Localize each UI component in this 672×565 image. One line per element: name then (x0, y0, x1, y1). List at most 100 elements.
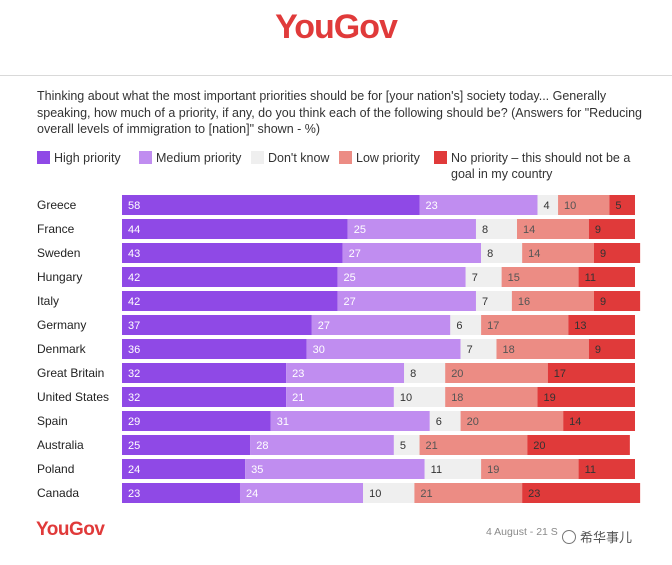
bar-australia-low (419, 435, 528, 455)
data-label-italy-none: 9 (600, 296, 606, 308)
bar-france-low (517, 219, 589, 239)
bar-australia-none (527, 435, 630, 455)
bar-greece-high (122, 195, 420, 215)
legend-swatch-no-priority (434, 151, 447, 164)
data-label-great-britain-low: 20 (451, 368, 463, 380)
data-label-germany-high: 37 (128, 320, 140, 332)
bar-united-states-high (122, 387, 287, 407)
legend-item-low: Low priority (339, 150, 420, 166)
bar-sweden-none (593, 243, 641, 263)
bar-canada-high (122, 483, 240, 503)
country-label-australia: Australia (37, 438, 84, 452)
data-label-france-dont-know: 8 (482, 224, 488, 236)
data-label-italy-medium: 27 (343, 296, 355, 308)
legend-swatch-low (339, 151, 352, 164)
data-label-australia-high: 25 (128, 440, 140, 452)
data-label-canada-low: 21 (420, 488, 432, 500)
bar-spain-medium (270, 411, 430, 431)
bar-italy-medium (337, 291, 476, 311)
legend-swatch-high (37, 151, 50, 164)
bar-italy-none (593, 291, 641, 311)
data-label-united-states-low: 18 (451, 392, 463, 404)
data-label-france-low: 14 (523, 224, 535, 236)
yougov-logo: YouGov (275, 8, 398, 46)
bar-greece-none (609, 195, 635, 215)
yougov-footer-logo: YouGov (36, 519, 105, 540)
data-label-spain-high: 29 (128, 416, 140, 428)
data-label-italy-high: 42 (128, 296, 140, 308)
data-label-poland-dont-know: 11 (431, 464, 442, 476)
data-label-sweden-dont-know: 8 (487, 248, 493, 260)
bar-poland-medium (245, 459, 425, 479)
country-label-greece: Greece (37, 198, 77, 212)
legend-label-medium: Medium priority (156, 151, 242, 165)
data-label-canada-high: 23 (128, 488, 140, 500)
data-label-united-states-high: 32 (128, 392, 140, 404)
bar-poland-high (122, 459, 246, 479)
bar-hungary-none (578, 267, 635, 287)
data-label-greece-low: 10 (564, 200, 576, 212)
data-label-france-none: 9 (595, 224, 601, 236)
bar-italy-high (122, 291, 338, 311)
data-label-germany-medium: 27 (318, 320, 330, 332)
legend-label-dont-know: Don't know (268, 151, 330, 165)
bar-canada-none (522, 483, 641, 503)
data-label-great-britain-medium: 23 (292, 368, 304, 380)
data-label-great-britain-high: 32 (128, 368, 140, 380)
bar-united-states-none (537, 387, 635, 407)
bar-spain-low (460, 411, 564, 431)
data-label-sweden-none: 9 (600, 248, 606, 260)
data-label-denmark-medium: 30 (313, 344, 325, 356)
bar-france-medium (347, 219, 476, 239)
bar-great-britain-medium (286, 363, 405, 383)
bar-sweden-medium (342, 243, 482, 263)
data-label-italy-dont-know: 7 (482, 296, 488, 308)
country-label-germany: Germany (37, 318, 86, 332)
bar-germany-medium (311, 315, 451, 335)
bar-spain-high (122, 411, 271, 431)
data-label-denmark-dont-know: 7 (467, 344, 473, 356)
bar-hungary-dont-know (465, 267, 502, 287)
bar-hungary-medium (337, 267, 466, 287)
header-divider (0, 75, 672, 76)
data-label-germany-none: 13 (574, 320, 586, 332)
data-label-sweden-high: 43 (128, 248, 140, 260)
data-label-denmark-low: 18 (502, 344, 514, 356)
bar-great-britain-low (445, 363, 548, 383)
legend-label-high: High priority (54, 151, 121, 165)
data-label-denmark-high: 36 (128, 344, 140, 356)
country-label-sweden: Sweden (37, 246, 80, 260)
country-label-canada: Canada (37, 486, 79, 500)
bar-sweden-low (522, 243, 594, 263)
bar-greece-low (558, 195, 610, 215)
bar-denmark-high (122, 339, 307, 359)
bar-spain-none (563, 411, 635, 431)
bar-hungary-high (122, 267, 338, 287)
bar-denmark-none (588, 339, 635, 359)
data-label-france-high: 44 (128, 224, 140, 236)
data-label-sweden-low: 14 (528, 248, 540, 260)
country-label-great-britain: Great Britain (37, 366, 104, 380)
data-label-australia-low: 21 (426, 440, 438, 452)
data-label-hungary-low: 15 (508, 272, 520, 284)
country-label-italy: Italy (37, 294, 59, 308)
legend-swatch-medium (139, 151, 152, 164)
bar-great-britain-none (547, 363, 635, 383)
data-label-france-medium: 25 (354, 224, 366, 236)
bar-france-none (588, 219, 635, 239)
country-label-poland: Poland (37, 462, 74, 476)
bar-denmark-low (496, 339, 589, 359)
data-label-greece-dont-know: 4 (544, 200, 550, 212)
data-label-canada-dont-know: 10 (369, 488, 381, 500)
bar-denmark-medium (306, 339, 461, 359)
bar-united-states-low (445, 387, 538, 407)
bar-canada-low (414, 483, 523, 503)
data-label-united-states-medium: 21 (292, 392, 304, 404)
data-label-australia-none: 20 (533, 440, 545, 452)
bar-australia-high (122, 435, 251, 455)
data-label-spain-none: 14 (569, 416, 581, 428)
data-label-canada-none: 23 (528, 488, 540, 500)
watermark: 希华事儿 (560, 527, 635, 546)
legend-label-low: Low priority (356, 151, 420, 165)
